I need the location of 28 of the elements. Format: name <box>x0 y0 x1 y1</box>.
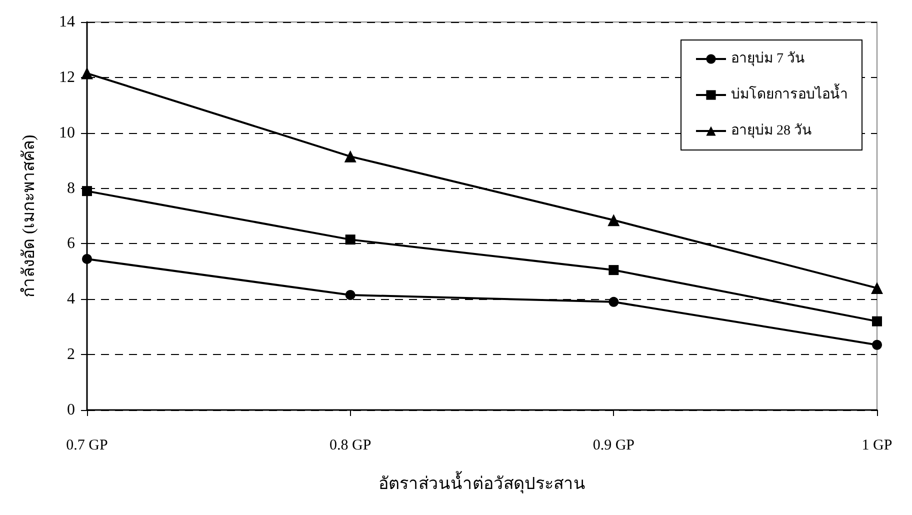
y-tick-label: 4 <box>67 290 75 308</box>
point <box>608 214 620 226</box>
point <box>871 282 883 294</box>
y-tick-label: 2 <box>67 346 75 364</box>
x-axis-title: อัตราส่วนน้ำต่อวัสดุประสาน <box>378 471 586 494</box>
x-tick-label: 0.7 GP <box>66 438 108 454</box>
point <box>872 316 882 326</box>
point <box>608 296 619 307</box>
point <box>345 234 356 245</box>
legend-label: บ่มโดยการอบไอน้ำ <box>731 84 848 102</box>
legend-label: อายุบ่ม 28 วัน <box>731 124 812 138</box>
y-tick-label: 14 <box>59 14 75 30</box>
point <box>608 265 619 276</box>
y-axis-title: กำลังอัด (เมกะพาสคัล) <box>19 134 38 298</box>
y-tick-label: 8 <box>67 180 75 197</box>
y-tick-label: 6 <box>67 235 75 252</box>
x-tick-label: 0.8 GP <box>329 438 372 454</box>
point <box>81 67 93 80</box>
y-tick-label: 12 <box>59 68 75 86</box>
x-tick-label: 1 GP <box>862 438 892 454</box>
y-tick-label: 10 <box>59 124 75 142</box>
x-tick-label: 0.9 GP <box>592 438 635 454</box>
legend-label: อายุบ่ม 7 วัน <box>731 52 805 66</box>
point <box>82 254 92 264</box>
y-tick-label: 0 <box>67 402 75 418</box>
point <box>345 290 356 300</box>
point <box>872 340 882 350</box>
point <box>344 150 356 162</box>
